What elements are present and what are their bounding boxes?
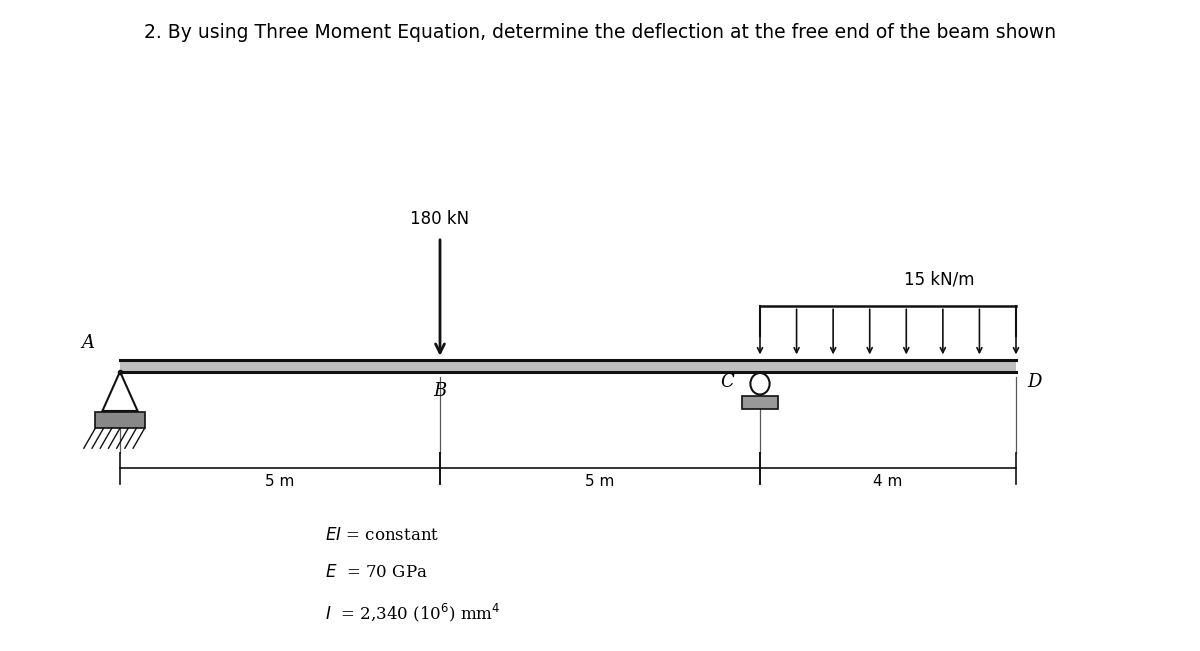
Text: 15 kN/m: 15 kN/m [904,271,974,288]
Text: $I$  = 2,340 (10$^6$) mm$^4$: $I$ = 2,340 (10$^6$) mm$^4$ [325,602,500,624]
Text: D: D [1027,373,1042,391]
Circle shape [750,373,769,395]
Polygon shape [102,372,138,411]
Text: $E$  = 70 GPa: $E$ = 70 GPa [325,564,427,581]
Text: 4 m: 4 m [874,474,902,489]
Polygon shape [743,396,778,409]
Text: B: B [433,382,446,400]
Polygon shape [95,413,145,428]
Text: 2. By using Three Moment Equation, determine the deflection at the free end of t: 2. By using Three Moment Equation, deter… [144,23,1056,42]
Polygon shape [120,360,1016,372]
Text: A: A [82,333,95,352]
Text: C: C [721,373,734,391]
Text: $EI$ = constant: $EI$ = constant [325,527,439,544]
Text: 5 m: 5 m [265,474,295,489]
Text: 5 m: 5 m [586,474,614,489]
Text: 180 kN: 180 kN [410,210,469,229]
